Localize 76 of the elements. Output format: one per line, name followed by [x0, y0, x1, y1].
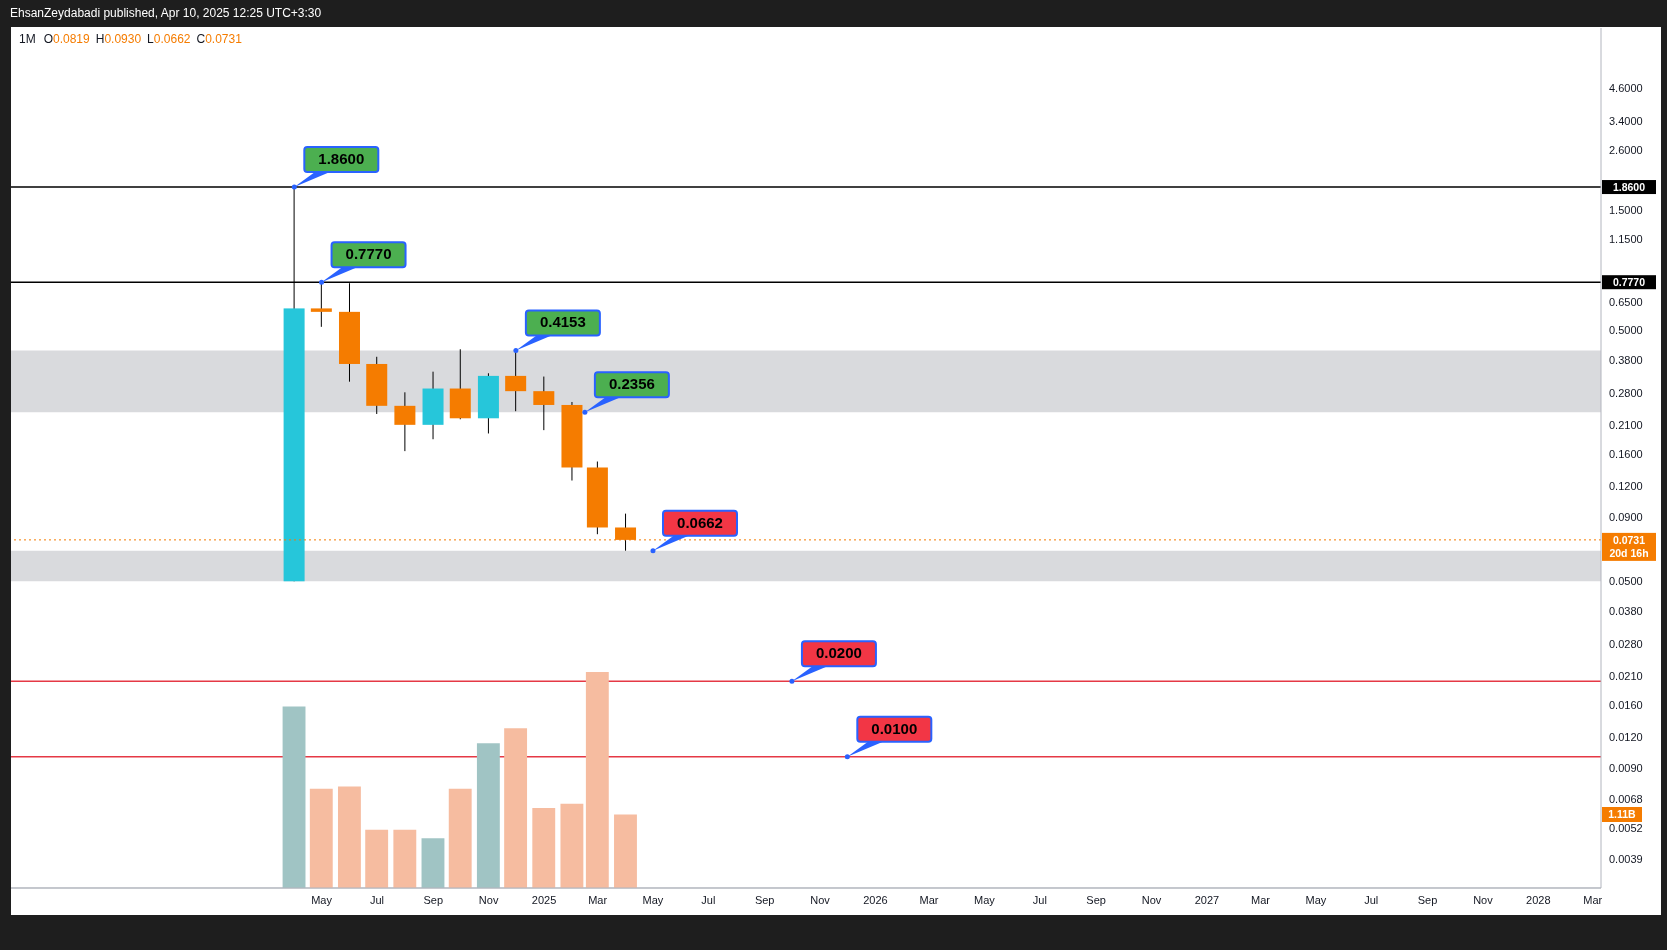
y-tick-label: 3.4000: [1609, 115, 1643, 128]
x-tick-label: May: [642, 893, 664, 906]
y-tick-label: 0.0052: [1609, 821, 1643, 834]
x-tick-label: Jul: [1032, 893, 1047, 906]
x-tick-label: Nov: [810, 893, 831, 906]
bar: [614, 814, 637, 888]
bar: [476, 743, 500, 888]
y-tick-label: 0.3800: [1609, 354, 1643, 367]
y-tick-label: 0.6500: [1609, 295, 1643, 308]
x-tick-label: May: [1305, 893, 1327, 906]
y-tick-label: 0.2800: [1609, 387, 1643, 400]
ref-line-label: 0.7770: [1612, 276, 1646, 289]
x-tick-label: Sep: [754, 893, 775, 906]
x-tick-label: Jul: [701, 893, 716, 906]
y-tick-label: 0.0900: [1609, 511, 1643, 524]
text: EhsanZeydabadi published, Apr 10, 2025 12:25 UTC+3:30: [10, 6, 322, 20]
x-tick-label: Sep: [1417, 893, 1438, 906]
y-tick-label: 0.0090: [1609, 762, 1643, 775]
bar: [365, 829, 389, 888]
x-tick-label: Jul: [1364, 893, 1379, 906]
candlestick: [394, 391, 416, 452]
x-tick-label: Sep: [423, 893, 444, 906]
y-tick-label: 0.0380: [1609, 605, 1643, 618]
bar: [585, 672, 609, 888]
x-tick-label: May: [311, 893, 333, 906]
x-tick-label: Sep: [1086, 893, 1106, 906]
y-tick-label: 0.1600: [1609, 448, 1643, 461]
x-tick-label: Nov: [1473, 893, 1494, 906]
y-tick-label: 0.2100: [1609, 418, 1643, 431]
text: 1.11B: [1602, 806, 1642, 822]
annotation: 0.2356: [608, 375, 655, 393]
x-tick-label: 2025: [531, 893, 557, 906]
bar: [448, 788, 472, 888]
y-tick-label: 0.0068: [1609, 792, 1643, 805]
ref-line-label: 0.0731 20d 16h: [1609, 533, 1649, 559]
x-tick-label: 2026: [863, 893, 888, 906]
y-tick-label: 0.0120: [1609, 730, 1643, 743]
bar: [421, 838, 445, 888]
x-tick-label: Mar: [1251, 893, 1271, 906]
bar: [560, 803, 584, 888]
y-tick-label: 1.5000: [1609, 204, 1643, 217]
chart-title: 1M: [19, 32, 36, 46]
x-tick-label: Nov: [478, 893, 499, 906]
annotation: 0.0100: [871, 719, 918, 737]
bar: [309, 788, 333, 888]
annotation: 0.7770: [345, 245, 392, 263]
x-tick-label: Mar: [1583, 893, 1603, 906]
x-tick-label: Mar: [588, 893, 608, 906]
y-tick-label: 0.1200: [1609, 479, 1643, 492]
bar: [282, 706, 306, 888]
candlestick: [533, 376, 555, 431]
chart-subtitle: O0.0819 H0.0930 L0.0662 C0.0731: [43, 32, 242, 46]
annotation: 0.4153: [539, 313, 586, 331]
y-tick-label: 2.6000: [1609, 144, 1643, 157]
annotation: 1.8600: [318, 150, 365, 168]
x-tick-label: 2027: [1194, 893, 1220, 906]
x-tick-label: 2028: [1526, 893, 1551, 906]
x-tick-label: Nov: [1141, 893, 1162, 906]
x-tick-label: Jul: [369, 893, 384, 906]
bar: [337, 786, 361, 888]
x-tick-label: Mar: [919, 893, 939, 906]
y-tick-label: 0.0500: [1609, 575, 1643, 588]
y-tick-label: 0.5000: [1609, 324, 1643, 337]
y-tick-label: 0.0280: [1609, 638, 1643, 651]
y-tick-label: 1.1500: [1609, 233, 1643, 246]
y-tick-label: 4.6000: [1609, 82, 1643, 95]
annotation: 0.0662: [677, 513, 723, 531]
annotation: 0.0200: [815, 644, 862, 662]
bar: [532, 808, 556, 888]
y-tick-label: 0.0039: [1609, 853, 1643, 866]
bar: [504, 728, 528, 888]
x-tick-label: May: [974, 893, 996, 906]
bar: [393, 829, 417, 888]
ref-line-label: 1.8600: [1612, 181, 1646, 194]
y-tick-label: 0.0210: [1609, 669, 1643, 682]
y-tick-label: 0.0160: [1609, 699, 1643, 712]
